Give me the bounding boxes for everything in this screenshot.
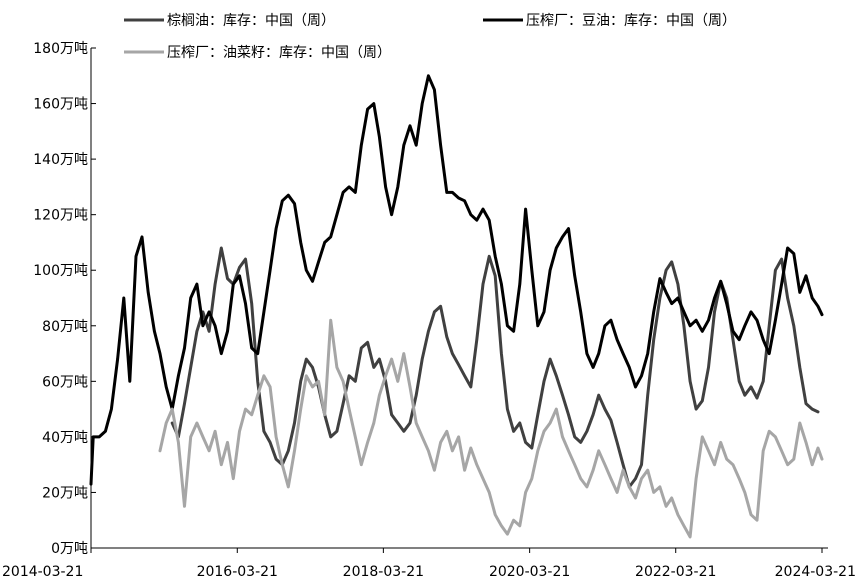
x-axis: 2014-03-21 2016-03-21 2018-03-21 2020-03-21… [2,547,856,580]
x-tick-label: 2022-03-21 [635,564,716,580]
y-tick-label: 20万吨 [42,485,88,501]
plot-area [89,74,824,539]
y-tick-label: 180万吨 [33,41,88,57]
series-line-1 [170,246,820,489]
y-tick-label: 0万吨 [51,541,88,557]
y-tick-label: 120万吨 [33,208,88,224]
y-tick-label: 160万吨 [33,97,88,113]
y-tick-label: 40万吨 [42,430,88,446]
x-tick-label: 2020-03-21 [489,564,570,580]
y-axis: 0万吨 20万吨 40万吨 60万吨 80万吨 100万吨 120万吨 140万吨 160万吨 1… [33,41,96,557]
x-tick-label: 2016-03-21 [197,564,278,580]
legend: 棕榈油：库存：中国（周） 压榨厂：豆油：库存：中国（周） 压榨厂：油菜籽：库存：中国… [124,12,736,61]
legend-label: 压榨厂：油菜籽：库存：中国（周） [167,44,391,61]
y-tick-label: 100万吨 [33,263,88,279]
x-tick-label: 2014-03-21 [2,564,83,580]
legend-label: 压榨厂：豆油：库存：中国（周） [526,12,736,29]
series-line-2 [89,74,824,486]
y-tick-label: 80万吨 [42,319,88,335]
x-tick-label: 2018-03-21 [343,564,424,580]
series-line-3 [158,318,824,539]
y-tick-label: 60万吨 [42,374,88,390]
legend-label: 棕榈油：库存：中国（周） [167,13,335,29]
x-tick-label: 2024-03-21 [775,564,856,580]
y-tick-label: 140万吨 [33,152,88,168]
